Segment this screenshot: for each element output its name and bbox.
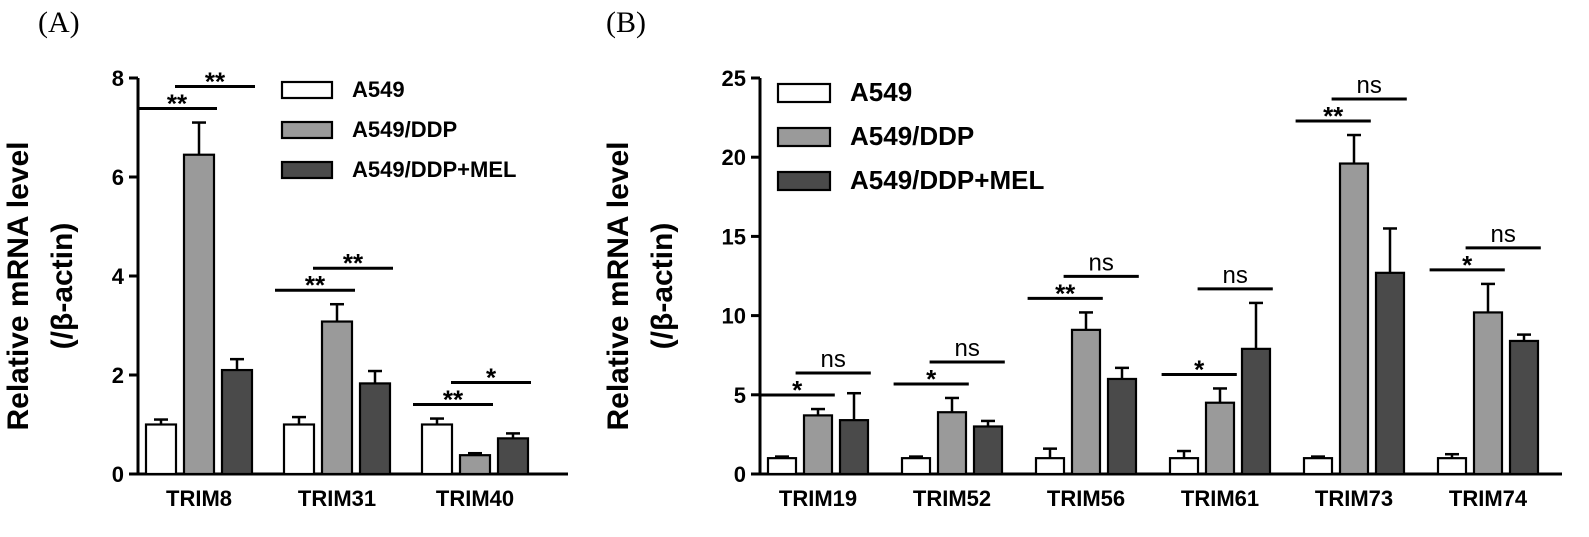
significance-label: **	[443, 385, 464, 415]
category-label: TRIM31	[298, 486, 376, 511]
legend-swatch	[280, 80, 334, 100]
y-axis-label-unit: (/β-actin)	[646, 223, 679, 350]
bar-trim52-series-2	[972, 425, 1004, 476]
y-tick-label: 0	[112, 462, 124, 487]
legend-swatch	[776, 170, 832, 192]
significance-label: *	[486, 363, 497, 393]
bar-trim56-series-1	[1070, 328, 1102, 476]
panel-b: (B) Relative mRNA level (/β-actin) 0 5 10 15 20…	[602, 6, 1562, 511]
significance-label: *	[1462, 250, 1473, 280]
significance-label: **	[205, 67, 226, 97]
bar-trim19-series-1	[802, 414, 834, 476]
legend-label: A549/DDP	[352, 117, 457, 142]
legend-swatch	[280, 160, 334, 180]
bar-trim31-series-0	[282, 423, 316, 476]
panel-label: (A)	[38, 6, 80, 39]
significance-label: ns	[1491, 221, 1516, 248]
bar-trim40-series-2	[496, 437, 530, 476]
bar-trim52-series-0	[900, 457, 932, 476]
legend: A549 A549/DDP A549/DDP+MEL	[776, 77, 1044, 195]
y-tick-label: 4	[112, 264, 125, 289]
legend-label: A549/DDP	[850, 121, 974, 151]
y-axis-label: Relative mRNA level	[602, 141, 635, 430]
bar-trim61-series-2	[1240, 347, 1272, 476]
bar-trim73-series-0	[1302, 457, 1334, 476]
y-axis-label: Relative mRNA level	[2, 141, 35, 430]
significance-label: ns	[821, 346, 846, 373]
category-label: TRIM52	[913, 486, 991, 511]
legend-label: A549/DDP+MEL	[352, 157, 516, 182]
significance-label: **	[167, 89, 188, 119]
bar-trim8-series-1	[182, 153, 216, 476]
significance-label: **	[343, 248, 364, 278]
significance-label: *	[926, 364, 937, 394]
category-label: TRIM19	[779, 486, 857, 511]
bar-trim74-series-2	[1508, 339, 1540, 476]
significance-label: *	[792, 375, 803, 405]
bar-trim19-series-2	[838, 419, 870, 476]
significance-label: **	[1055, 278, 1076, 308]
y-tick-label: 20	[722, 145, 746, 170]
bar-trim31-series-2	[358, 382, 392, 476]
y-tick-label: 15	[722, 224, 746, 249]
y-tick-label: 5	[734, 383, 746, 408]
bar-trim56-series-0	[1034, 457, 1066, 476]
significance-label: ns	[1357, 72, 1382, 99]
bar-trim31-series-1	[320, 320, 354, 476]
legend-label: A549	[850, 77, 912, 107]
bar-trim8-series-2	[220, 368, 254, 476]
panel-label: (B)	[606, 6, 646, 39]
bar-trim61-series-0	[1168, 457, 1200, 476]
category-label: TRIM74	[1449, 486, 1528, 511]
y-tick-label: 6	[112, 165, 124, 190]
significance-label: **	[305, 270, 326, 300]
legend-swatch	[776, 82, 832, 104]
category-label: TRIM40	[436, 486, 514, 511]
category-label: TRIM61	[1181, 486, 1259, 511]
y-tick-label: 25	[722, 66, 746, 91]
bar-trim19-series-0	[766, 457, 798, 476]
panel-a: (A) Relative mRNA level (/β-actin) 0 2 4 6 8 TRI…	[2, 6, 568, 511]
y-tick-label: 2	[112, 363, 124, 388]
bar-trim61-series-1	[1204, 401, 1236, 476]
y-tick-label: 0	[734, 462, 746, 487]
bar-trim73-series-1	[1338, 162, 1370, 476]
bar-trim8-series-0	[144, 423, 178, 476]
bar-trim74-series-1	[1472, 311, 1504, 476]
bar-trim40-series-1	[458, 454, 492, 476]
y-tick-label: 8	[112, 66, 124, 91]
category-label: TRIM8	[166, 486, 232, 511]
bar-trim52-series-1	[936, 411, 968, 476]
significance-label: **	[1323, 101, 1344, 131]
bar-trim40-series-0	[420, 423, 454, 476]
significance-label: ns	[955, 335, 980, 362]
significance-label: ns	[1089, 249, 1114, 276]
legend-label: A549/DDP+MEL	[850, 165, 1044, 195]
significance-label: *	[1194, 354, 1205, 384]
legend-label: A549	[352, 77, 405, 102]
category-label: TRIM56	[1047, 486, 1125, 511]
category-label: TRIM73	[1315, 486, 1393, 511]
bar-trim56-series-2	[1106, 377, 1138, 476]
y-axis-label-unit: (/β-actin)	[46, 223, 79, 350]
legend: A549 A549/DDP A549/DDP+MEL	[280, 77, 516, 182]
legend-swatch	[280, 120, 334, 140]
bar-trim73-series-2	[1374, 271, 1406, 476]
significance-label: ns	[1223, 262, 1248, 289]
bar-trim74-series-0	[1436, 457, 1468, 476]
y-tick-label: 10	[722, 304, 746, 329]
legend-swatch	[776, 126, 832, 148]
